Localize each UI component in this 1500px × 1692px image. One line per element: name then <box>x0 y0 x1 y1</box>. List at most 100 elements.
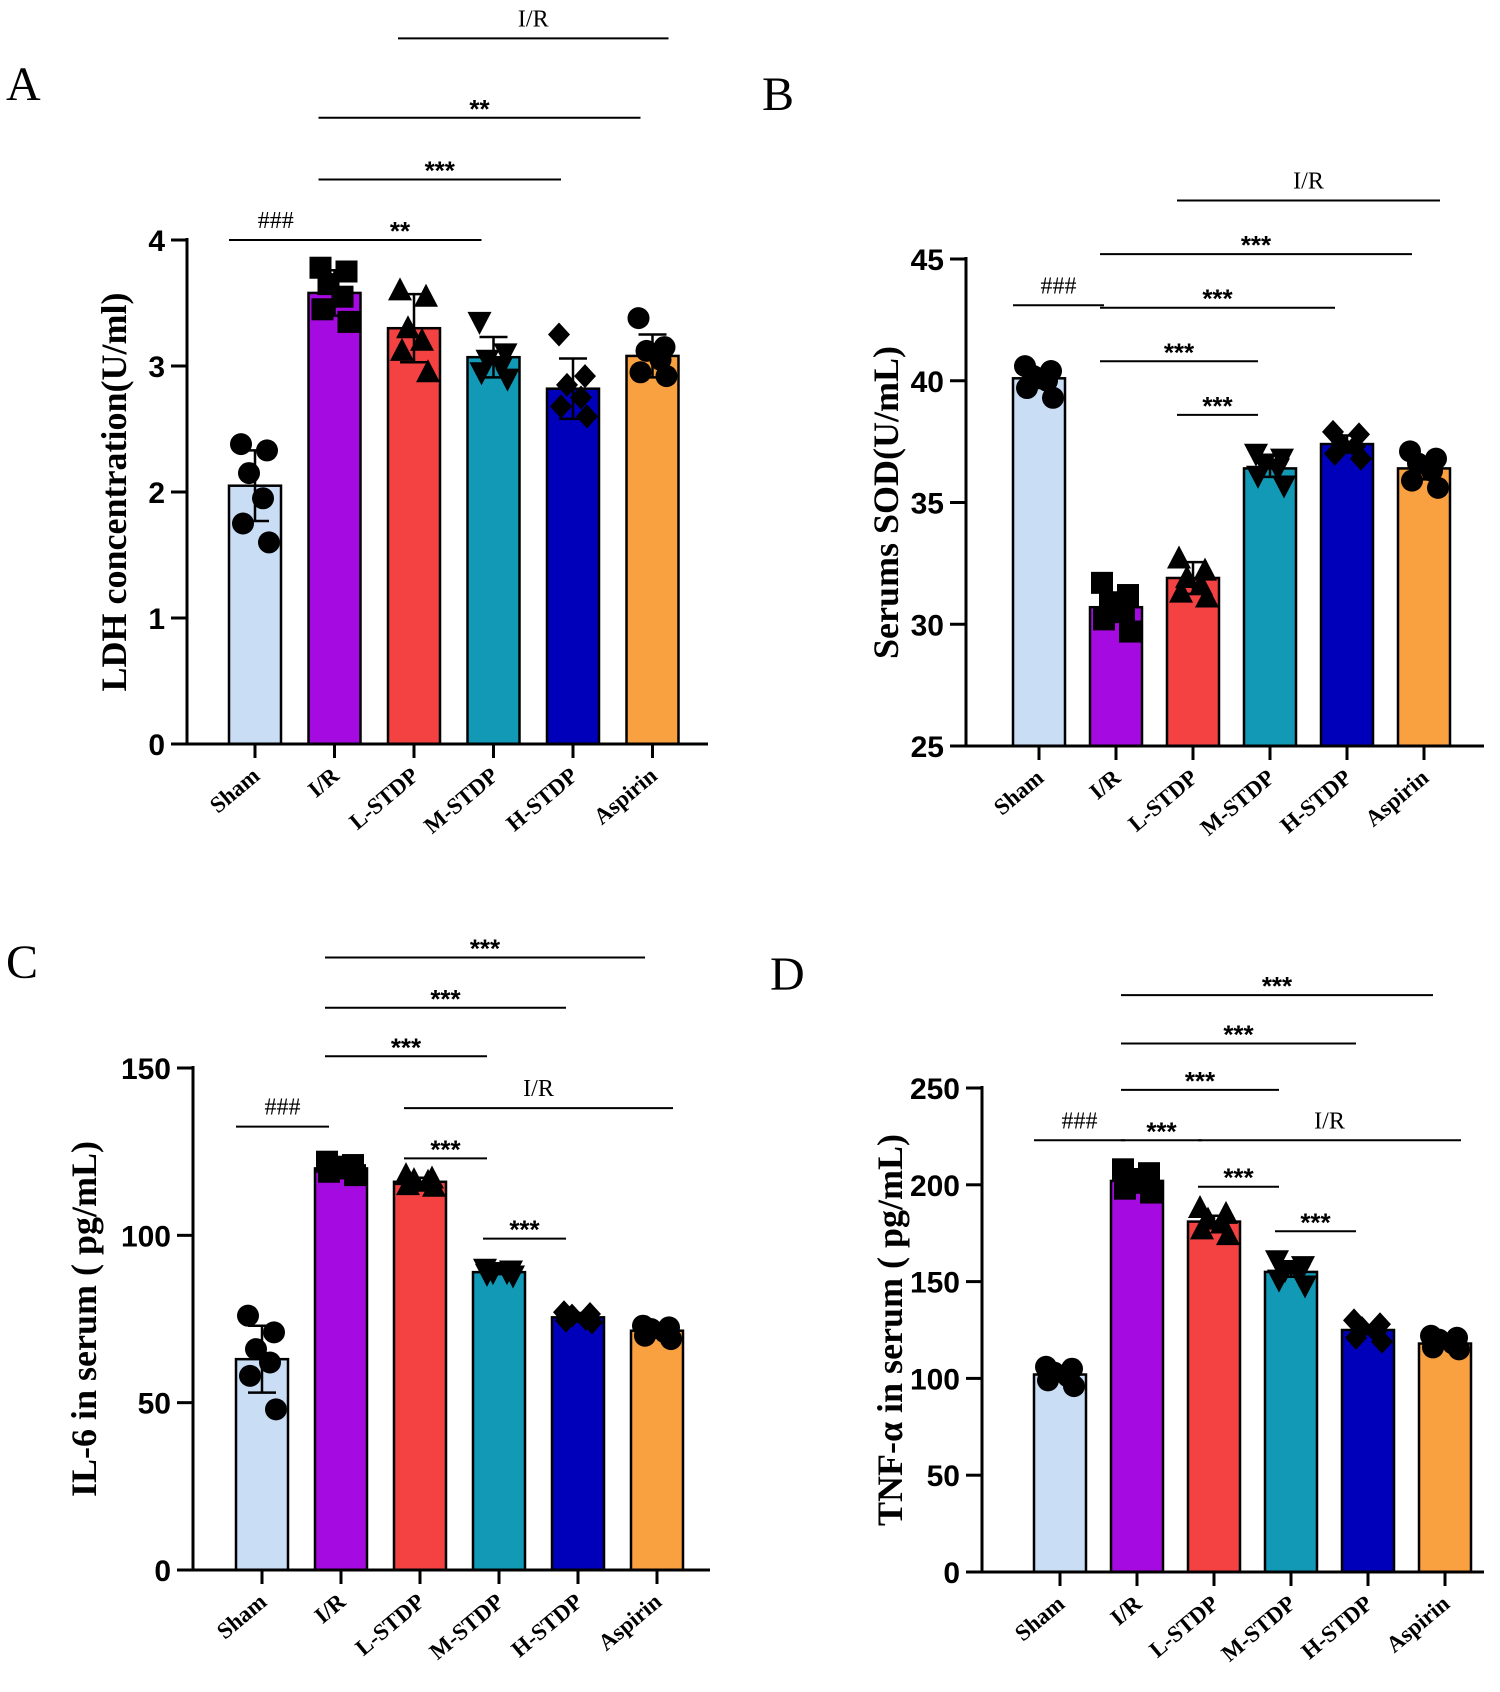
data-point <box>489 356 514 379</box>
significance-label: *** <box>1185 1066 1216 1096</box>
data-point <box>259 1351 281 1374</box>
y-tick-label: 35 <box>911 488 944 521</box>
data-point <box>245 1338 267 1361</box>
x-tick-label: I/R <box>1085 764 1126 804</box>
data-point <box>1427 476 1449 499</box>
data-point <box>239 1364 261 1387</box>
y-tick-label: 0 <box>154 1555 171 1588</box>
significance-label: *** <box>391 1032 422 1062</box>
data-point <box>410 327 434 351</box>
bar-m-stdp <box>471 1270 527 1572</box>
x-tick-label: I/R <box>303 762 344 802</box>
data-point <box>1324 441 1346 466</box>
significance-label: I/R <box>518 6 549 32</box>
significance-label: I/R <box>1314 1108 1345 1134</box>
significance-label: *** <box>1300 1207 1331 1237</box>
bar-sham <box>234 1357 290 1572</box>
y-tick-label: 50 <box>927 1460 960 1493</box>
y-tick-label: 40 <box>911 366 944 399</box>
data-point <box>627 307 650 330</box>
significance-label: *** <box>1223 1019 1254 1049</box>
significance-label: *** <box>1164 337 1195 367</box>
data-point <box>258 531 280 554</box>
significance-label: *** <box>430 984 461 1014</box>
x-tick-label: Sham <box>212 1589 271 1644</box>
significance-label: *** <box>1202 284 1233 314</box>
data-point <box>388 277 412 301</box>
bar-m-stdp <box>1242 467 1298 748</box>
data-point <box>1036 369 1058 392</box>
data-point <box>265 1398 287 1421</box>
data-point <box>311 298 334 321</box>
y-tick-label: 45 <box>911 244 944 277</box>
x-tick-label: M-STDP <box>419 763 503 839</box>
significance-label: *** <box>425 156 456 186</box>
significance-label: ** <box>390 216 411 246</box>
panel-letter-c: C <box>6 936 38 989</box>
data-point <box>1195 584 1219 608</box>
panel-letter-b: B <box>762 68 794 121</box>
y-tick-label: 0 <box>148 729 165 762</box>
x-tick-label: M-STDP <box>425 1589 509 1665</box>
x-tick-label: H-STDP <box>1297 1591 1378 1664</box>
data-point <box>550 394 572 419</box>
data-point <box>1246 465 1270 489</box>
y-axis-label: IL-6 in serum ( pg/mL) <box>64 1141 104 1497</box>
data-point <box>337 310 360 333</box>
data-point <box>660 1328 682 1351</box>
bar-h-stdp <box>550 1316 606 1572</box>
significance-label: ### <box>1041 273 1077 299</box>
data-point <box>475 1263 499 1287</box>
data-point <box>467 311 492 335</box>
bar-aspirin <box>1396 467 1452 748</box>
x-tick-label: H-STDP <box>502 763 583 836</box>
y-axis-label: LDH concentration(U/ml) <box>94 293 134 692</box>
y-tick-label: 150 <box>910 1267 960 1300</box>
significance-label: *** <box>430 1134 461 1164</box>
y-tick-label: 100 <box>910 1363 960 1396</box>
data-point <box>416 359 440 383</box>
data-point <box>256 439 278 462</box>
y-tick-label: 1 <box>148 603 165 636</box>
data-point <box>1293 1275 1317 1299</box>
y-axis-label: Serums SOD(U/mL) <box>866 346 906 659</box>
bar-aspirin <box>1417 1342 1473 1574</box>
y-tick-label: 50 <box>138 1388 171 1421</box>
data-point <box>1287 1263 1311 1287</box>
data-point <box>556 372 578 397</box>
x-tick-label: I/R <box>1106 1590 1147 1630</box>
data-point <box>344 1164 366 1187</box>
bar-h-stdp <box>1319 442 1375 748</box>
bar-sham <box>1011 377 1067 748</box>
data-point <box>1448 1338 1470 1361</box>
data-point <box>1272 475 1296 499</box>
significance-label: *** <box>1202 391 1233 421</box>
data-point <box>238 462 260 485</box>
y-tick-label: 4 <box>148 225 165 258</box>
data-point <box>1267 1269 1291 1293</box>
x-tick-label: L-STDP <box>344 763 423 835</box>
data-point <box>1421 459 1443 482</box>
data-point <box>1401 469 1423 492</box>
data-point <box>252 487 274 510</box>
data-point <box>1350 446 1372 471</box>
bar-aspirin <box>625 354 680 746</box>
data-point <box>1167 545 1191 569</box>
data-point <box>422 1173 446 1197</box>
x-tick-label: Aspirin <box>589 763 662 830</box>
bar-ir <box>1109 1179 1165 1574</box>
data-point <box>331 285 354 308</box>
significance-label: *** <box>1241 230 1272 260</box>
x-tick-label: Sham <box>205 763 264 818</box>
data-point <box>1371 1329 1393 1354</box>
significance-label: *** <box>1262 971 1293 1001</box>
data-point <box>414 283 438 307</box>
data-point <box>232 512 254 535</box>
data-point <box>1063 1375 1085 1398</box>
significance-label: ** <box>469 94 490 124</box>
data-point <box>1169 579 1193 603</box>
data-point <box>469 362 494 386</box>
